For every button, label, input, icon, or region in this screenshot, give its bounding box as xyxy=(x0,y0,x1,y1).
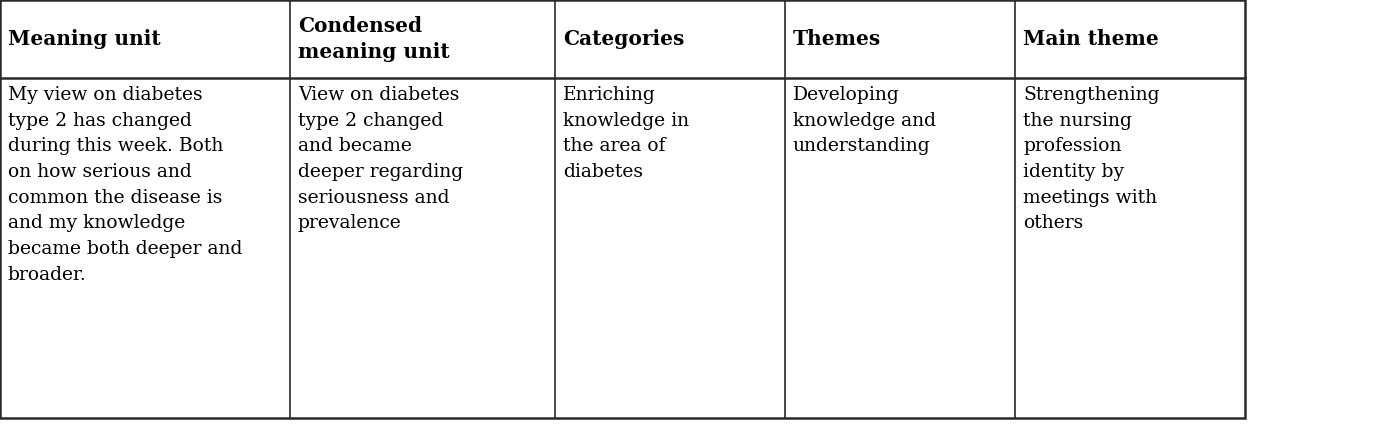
Text: Enriching
knowledge in
the area of
diabetes: Enriching knowledge in the area of diabe… xyxy=(563,86,689,181)
Bar xyxy=(0,0,1245,418)
Text: Main theme: Main theme xyxy=(1023,29,1159,49)
Text: Condensed
meaning unit: Condensed meaning unit xyxy=(298,16,449,62)
Text: My view on diabetes
type 2 has changed
during this week. Both
on how serious and: My view on diabetes type 2 has changed d… xyxy=(8,86,242,284)
Text: View on diabetes
type 2 changed
and became
deeper regarding
seriousness and
prev: View on diabetes type 2 changed and beca… xyxy=(298,86,463,232)
Text: Developing
knowledge and
understanding: Developing knowledge and understanding xyxy=(792,86,937,156)
Text: Themes: Themes xyxy=(792,29,881,49)
Text: Strengthening
the nursing
profession
identity by
meetings with
others: Strengthening the nursing profession ide… xyxy=(1023,86,1159,232)
Text: Categories: Categories xyxy=(563,29,685,49)
Text: Meaning unit: Meaning unit xyxy=(8,29,161,49)
